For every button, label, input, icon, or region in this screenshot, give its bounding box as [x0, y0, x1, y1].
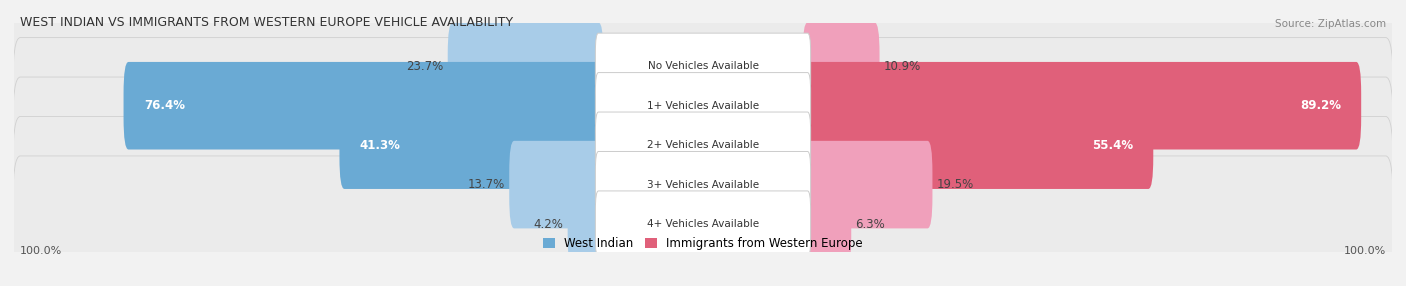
Text: 100.0%: 100.0%	[20, 246, 62, 256]
Legend: West Indian, Immigrants from Western Europe: West Indian, Immigrants from Western Eur…	[543, 237, 863, 250]
FancyBboxPatch shape	[13, 77, 1393, 213]
FancyBboxPatch shape	[568, 180, 603, 268]
Text: 4+ Vehicles Available: 4+ Vehicles Available	[647, 219, 759, 229]
FancyBboxPatch shape	[13, 156, 1393, 286]
FancyBboxPatch shape	[13, 116, 1393, 253]
FancyBboxPatch shape	[595, 112, 811, 178]
FancyBboxPatch shape	[124, 62, 603, 150]
FancyBboxPatch shape	[595, 73, 811, 139]
FancyBboxPatch shape	[595, 33, 811, 100]
Text: 1+ Vehicles Available: 1+ Vehicles Available	[647, 101, 759, 111]
Text: 10.9%: 10.9%	[884, 60, 921, 73]
Text: Source: ZipAtlas.com: Source: ZipAtlas.com	[1275, 19, 1386, 29]
FancyBboxPatch shape	[803, 101, 1153, 189]
FancyBboxPatch shape	[13, 0, 1393, 134]
FancyBboxPatch shape	[595, 152, 811, 218]
Text: 76.4%: 76.4%	[143, 99, 184, 112]
Text: 4.2%: 4.2%	[533, 218, 564, 231]
Text: 2+ Vehicles Available: 2+ Vehicles Available	[647, 140, 759, 150]
Text: 13.7%: 13.7%	[468, 178, 505, 191]
Text: 23.7%: 23.7%	[406, 60, 443, 73]
FancyBboxPatch shape	[595, 191, 811, 257]
Text: No Vehicles Available: No Vehicles Available	[648, 61, 758, 71]
FancyBboxPatch shape	[803, 180, 851, 268]
FancyBboxPatch shape	[13, 37, 1393, 174]
Text: 100.0%: 100.0%	[1344, 246, 1386, 256]
FancyBboxPatch shape	[447, 23, 603, 110]
Text: 3+ Vehicles Available: 3+ Vehicles Available	[647, 180, 759, 190]
Text: 19.5%: 19.5%	[936, 178, 974, 191]
Text: 55.4%: 55.4%	[1092, 139, 1133, 152]
Text: 41.3%: 41.3%	[360, 139, 401, 152]
FancyBboxPatch shape	[803, 23, 880, 110]
FancyBboxPatch shape	[509, 141, 603, 229]
FancyBboxPatch shape	[803, 62, 1361, 150]
Text: 6.3%: 6.3%	[855, 218, 886, 231]
Text: WEST INDIAN VS IMMIGRANTS FROM WESTERN EUROPE VEHICLE AVAILABILITY: WEST INDIAN VS IMMIGRANTS FROM WESTERN E…	[20, 16, 513, 29]
FancyBboxPatch shape	[339, 101, 603, 189]
FancyBboxPatch shape	[803, 141, 932, 229]
Text: 89.2%: 89.2%	[1301, 99, 1341, 112]
